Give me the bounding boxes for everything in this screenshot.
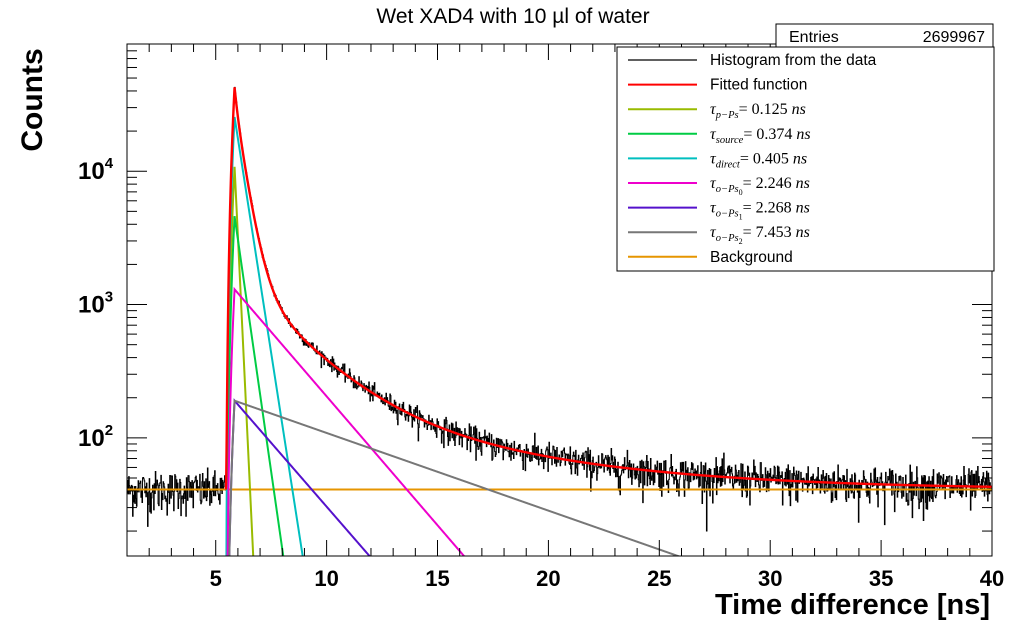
legend-entry-label-9: Background	[710, 249, 793, 266]
y-tick-label: 104	[78, 155, 114, 185]
legend-entry-label-6: τo−Ps0= 2.246 ns	[710, 175, 810, 197]
legend-entry-label-3: τp−Ps= 0.125 ns	[710, 101, 806, 121]
stats-entries-value: 2699967	[923, 29, 985, 46]
legend: Histogram from the data Fitted function τp…	[616, 46, 995, 272]
x-tick-label: 5	[210, 566, 222, 591]
legend-entry-label-7: τo−Ps1= 2.268 ns	[710, 200, 810, 222]
y-axis-label: Counts	[16, 48, 49, 151]
series-component-5	[228, 398, 371, 556]
series-component-3	[225, 116, 304, 556]
x-tick-label: 15	[425, 566, 449, 591]
x-tick-label: 40	[980, 566, 1004, 591]
legend-entry-label-1: Histogram from the data	[710, 52, 877, 69]
series-layer	[127, 86, 992, 556]
series-fitted-function	[224, 87, 992, 490]
x-tick-label: 30	[758, 566, 782, 591]
stats-box: Entries 2699967	[775, 23, 994, 48]
x-tick-label: 10	[314, 566, 338, 591]
legend-entry-label-5: τdirect= 0.405 ns	[710, 150, 807, 170]
x-tick-label: 25	[647, 566, 671, 591]
stats-entries-label: Entries	[789, 29, 839, 46]
legend-entry-label-8: τo−Ps2= 7.453 ns	[710, 224, 810, 246]
x-axis-label: Time difference [ns]	[715, 589, 990, 621]
series-component-2	[225, 216, 285, 556]
x-tick-label: 35	[869, 566, 893, 591]
plot-frame	[126, 43, 993, 557]
chart-title: Wet XAD4 with 10 µl of water	[376, 5, 649, 28]
series-component-6	[228, 399, 681, 556]
legend-entry-label-2: Fitted function	[710, 77, 807, 94]
y-tick-label: 103	[78, 289, 113, 319]
series-component-4	[226, 286, 466, 556]
legend-entry-label-4: τsource= 0.374 ns	[710, 126, 811, 146]
y-tick-label: 102	[78, 422, 113, 452]
x-tick-label: 20	[536, 566, 560, 591]
